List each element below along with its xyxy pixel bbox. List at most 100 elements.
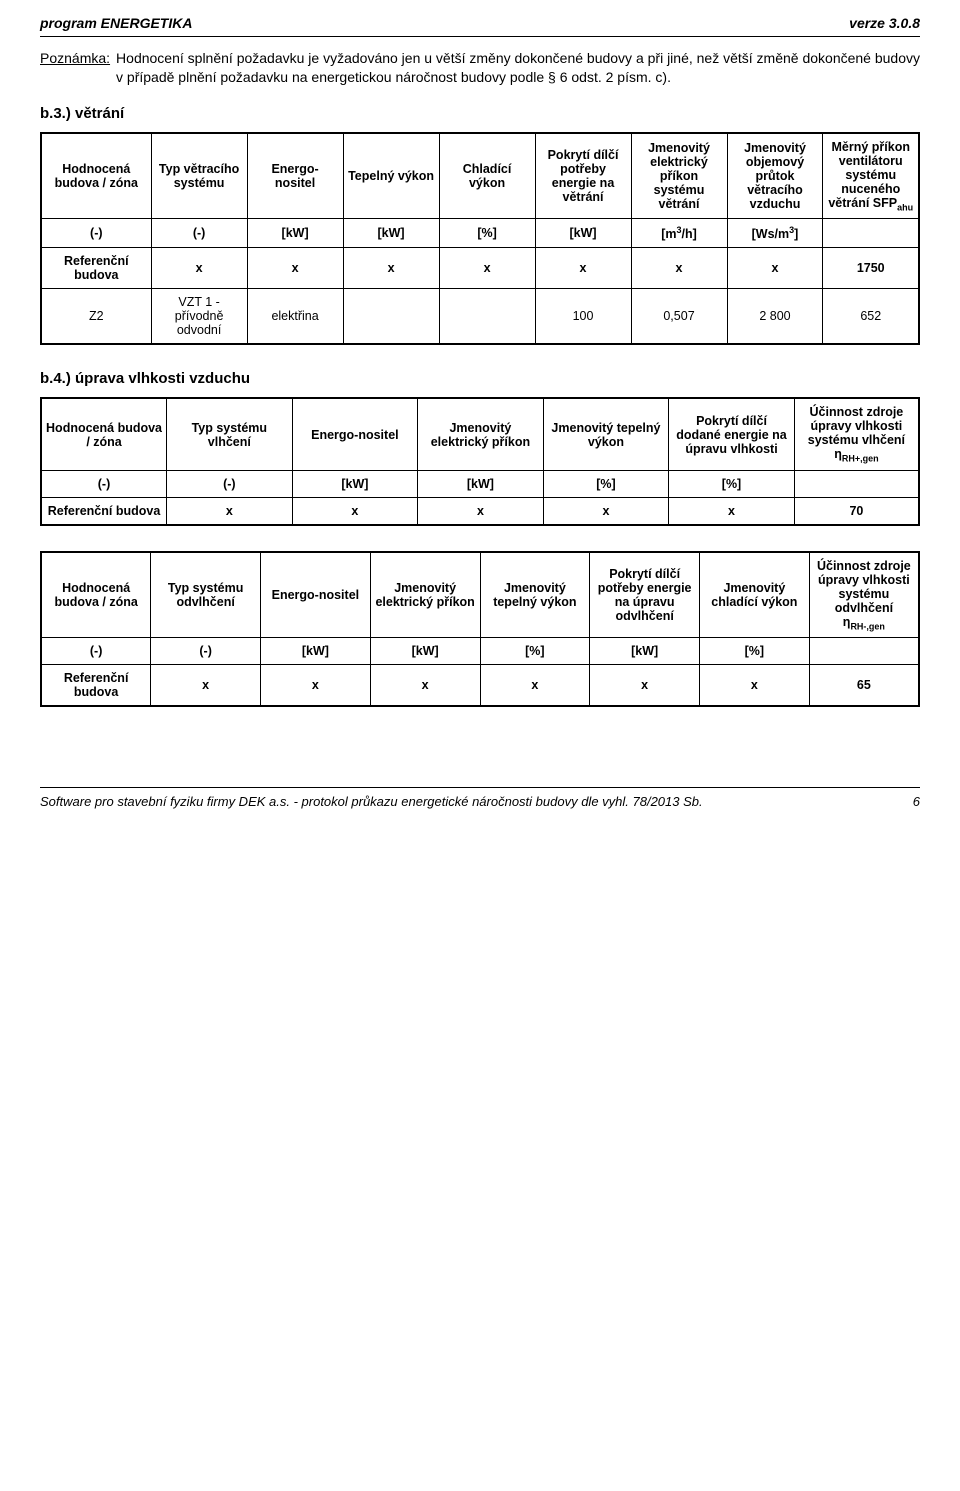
row-label: Referenční budova: [41, 497, 167, 525]
unit-cell: [Ws/m3]: [727, 219, 823, 248]
cell: x: [292, 497, 418, 525]
col-header: Typ systému odvlhčení: [151, 552, 261, 638]
program-name: program ENERGETIKA: [40, 15, 192, 31]
page-number: 6: [913, 794, 920, 809]
table-row: Referenční budova x x x x x 70: [41, 497, 919, 525]
cell: 100: [535, 289, 631, 345]
table-row: (-) (-) [kW] [kW] [%] [%]: [41, 470, 919, 497]
col-header: Typ systému vlhčení: [167, 398, 293, 470]
cell: x: [535, 248, 631, 289]
col-header: Jmenovitý objemový průtok větracího vzdu…: [727, 133, 823, 219]
cell: 1750: [823, 248, 919, 289]
table-row: Referenční budova x x x x x x x 1750: [41, 248, 919, 289]
unit-cell: [kW]: [590, 638, 700, 665]
col-header: Hodnocená budova / zóna: [41, 552, 151, 638]
unit-cell: [kW]: [292, 470, 418, 497]
col-header: Tepelný výkon: [343, 133, 439, 219]
row-label: Z2: [41, 289, 151, 345]
section-b3-title: b.3.) větrání: [40, 105, 920, 122]
cell: x: [590, 665, 700, 707]
col-header: Hodnocená budova / zóna: [41, 133, 151, 219]
table-row: Hodnocená budova / zóna Typ větracího sy…: [41, 133, 919, 219]
col-header: Účinnost zdroje úpravy vlhkosti systému …: [809, 552, 919, 638]
table-row: Hodnocená budova / zóna Typ systému vlhč…: [41, 398, 919, 470]
cell: x: [151, 248, 247, 289]
unit-cell: (-): [167, 470, 293, 497]
table-b4-2: Hodnocená budova / zóna Typ systému odvl…: [40, 551, 920, 708]
unit-cell: (-): [41, 470, 167, 497]
cell: x: [151, 665, 261, 707]
unit-cell: (-): [151, 638, 261, 665]
cell: x: [700, 665, 810, 707]
col-header: Měrný příkon ventilátoru systému nucenéh…: [823, 133, 919, 219]
footer-text: Software pro stavební fyziku firmy DEK a…: [40, 794, 703, 809]
cell: x: [167, 497, 293, 525]
cell: x: [261, 665, 371, 707]
col-header: Typ větracího systému: [151, 133, 247, 219]
table-b4-1: Hodnocená budova / zóna Typ systému vlhč…: [40, 397, 920, 526]
col-header: Jmenovitý tepelný výkon: [480, 552, 590, 638]
unit-cell: [%]: [480, 638, 590, 665]
cell: x: [669, 497, 795, 525]
unit-cell: (-): [41, 219, 151, 248]
cell: x: [631, 248, 727, 289]
unit-cell: [%]: [439, 219, 535, 248]
cell: elektřina: [247, 289, 343, 345]
cell: VZT 1 - přívodně odvodní: [151, 289, 247, 345]
cell: x: [343, 248, 439, 289]
table-row: Z2 VZT 1 - přívodně odvodní elektřina 10…: [41, 289, 919, 345]
version-label: verze 3.0.8: [849, 15, 920, 31]
unit-cell: [kW]: [418, 470, 544, 497]
unit-cell: [kW]: [247, 219, 343, 248]
col-header: Pokrytí dílčí potřeby energie na větrání: [535, 133, 631, 219]
table-row: Hodnocená budova / zóna Typ systému odvl…: [41, 552, 919, 638]
cell: x: [439, 248, 535, 289]
col-header: Energo-nositel: [247, 133, 343, 219]
col-header: Jmenovitý tepelný výkon: [543, 398, 669, 470]
table-row: (-) (-) [kW] [kW] [%] [kW] [m3/h] [Ws/m3…: [41, 219, 919, 248]
cell: [343, 289, 439, 345]
unit-cell: (-): [151, 219, 247, 248]
unit-cell: [m3/h]: [631, 219, 727, 248]
col-header: Pokrytí dílčí dodané energie na úpravu v…: [669, 398, 795, 470]
cell: x: [247, 248, 343, 289]
col-header: Hodnocená budova / zóna: [41, 398, 167, 470]
cell: 65: [809, 665, 919, 707]
cell: 652: [823, 289, 919, 345]
note-block: Poznámka: Hodnocení splnění požadavku je…: [40, 49, 920, 87]
col-header: Energo-nositel: [261, 552, 371, 638]
cell: x: [543, 497, 669, 525]
cell: 2 800: [727, 289, 823, 345]
note-label: Poznámka:: [40, 49, 110, 87]
col-header: Chladící výkon: [439, 133, 535, 219]
unit-cell: [kW]: [370, 638, 480, 665]
table-row: Referenční budova x x x x x x 65: [41, 665, 919, 707]
col-header: Účinnost zdroje úpravy vlhkosti systému …: [794, 398, 919, 470]
table-b3: Hodnocená budova / zóna Typ větracího sy…: [40, 132, 920, 346]
col-header: Jmenovitý chladící výkon: [700, 552, 810, 638]
col-header: Jmenovitý elektrický příkon: [418, 398, 544, 470]
cell: 70: [794, 497, 919, 525]
page-footer: Software pro stavební fyziku firmy DEK a…: [40, 787, 920, 809]
unit-cell: [%]: [669, 470, 795, 497]
col-header: Jmenovitý elektrický příkon systému větr…: [631, 133, 727, 219]
cell: [439, 289, 535, 345]
unit-cell: [%]: [543, 470, 669, 497]
section-b4-title: b.4.) úprava vlhkosti vzduchu: [40, 370, 920, 387]
cell: x: [370, 665, 480, 707]
table-row: (-) (-) [kW] [kW] [%] [kW] [%]: [41, 638, 919, 665]
unit-cell: [kW]: [261, 638, 371, 665]
cell: x: [418, 497, 544, 525]
cell: 0,507: [631, 289, 727, 345]
row-label: Referenční budova: [41, 248, 151, 289]
row-label: Referenční budova: [41, 665, 151, 707]
page-header: program ENERGETIKA verze 3.0.8: [40, 15, 920, 37]
cell: x: [480, 665, 590, 707]
unit-cell: [kW]: [343, 219, 439, 248]
note-text: Hodnocení splnění požadavku je vyžadován…: [116, 49, 920, 87]
cell: x: [727, 248, 823, 289]
col-header: Energo-nositel: [292, 398, 418, 470]
col-header: Jmenovitý elektrický příkon: [370, 552, 480, 638]
col-header: Pokrytí dílčí potřeby energie na úpravu …: [590, 552, 700, 638]
unit-cell: [%]: [700, 638, 810, 665]
